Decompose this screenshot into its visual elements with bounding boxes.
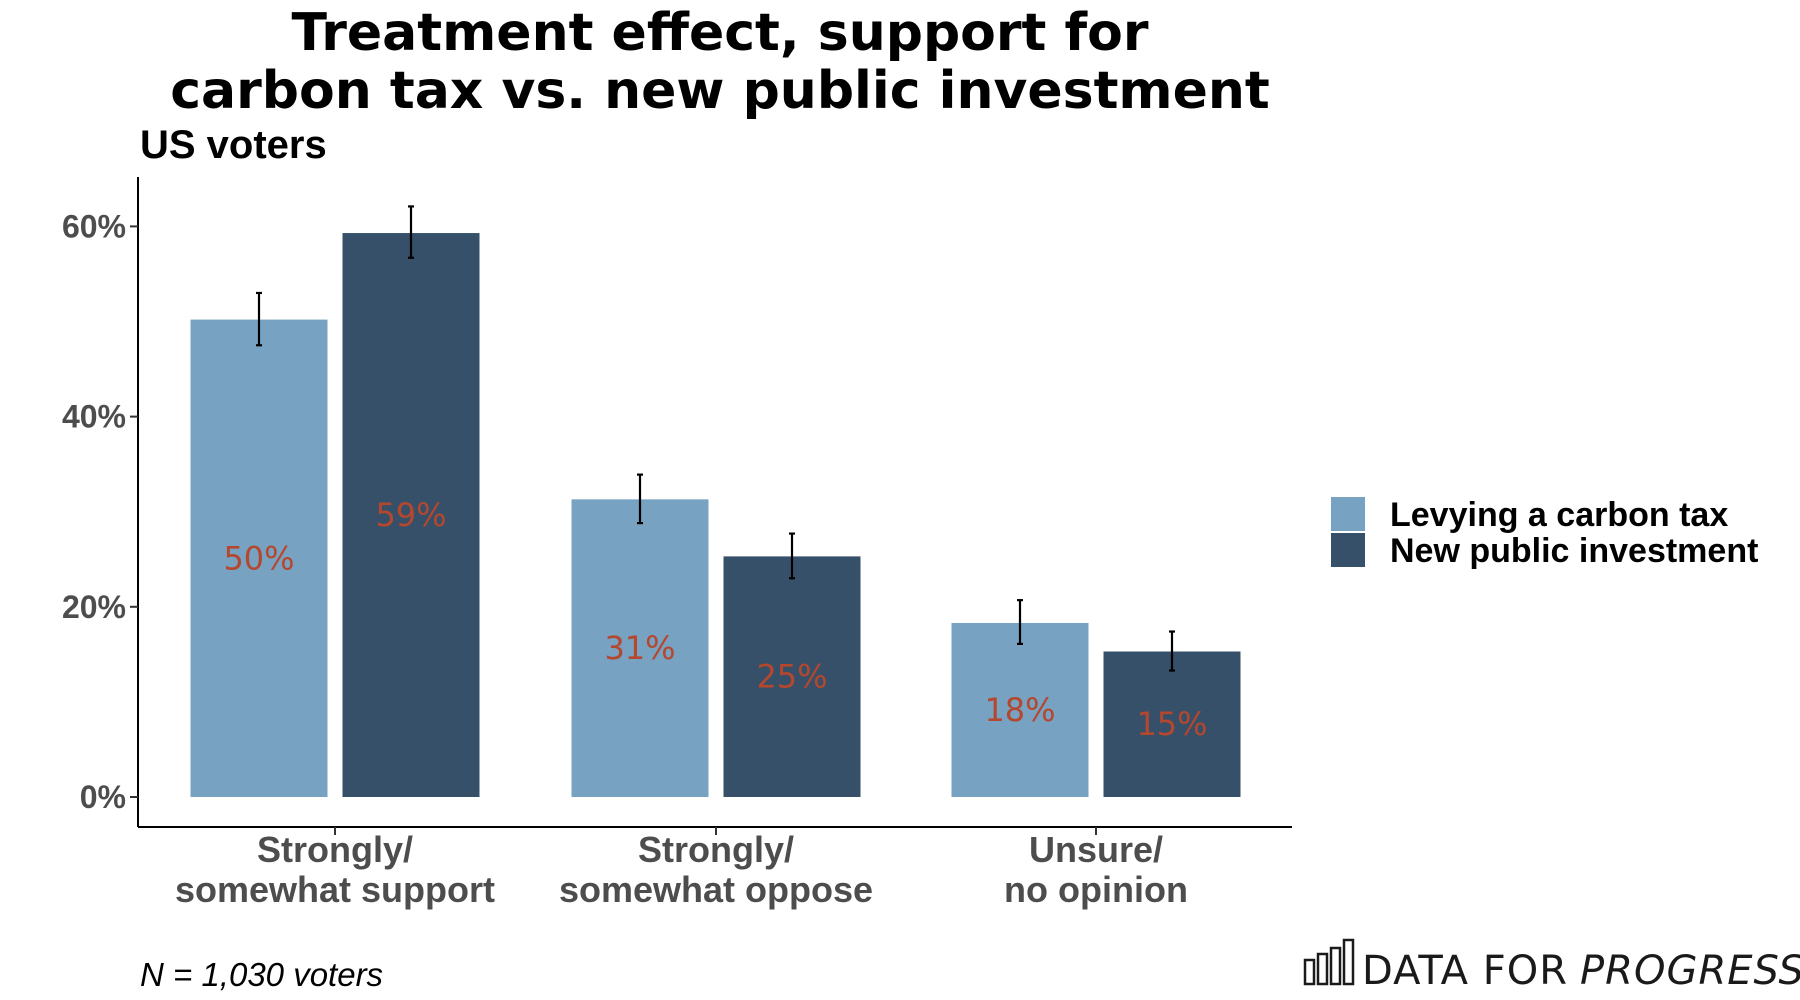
bar-chart-logo-icon xyxy=(1303,938,1355,986)
bar-value-label: 15% xyxy=(1136,705,1207,743)
x-category-label: Unsure/no opinion xyxy=(1004,829,1188,910)
bar-value-label: 31% xyxy=(604,629,675,667)
legend-label-1: New public investment xyxy=(1390,532,1758,570)
error-bar-0-1 xyxy=(637,473,643,525)
error-bar-1-0 xyxy=(408,205,414,259)
chart-title-line-2: carbon tax vs. new public investment xyxy=(170,61,1270,121)
bar-value-label: 59% xyxy=(375,496,446,534)
error-bar-0-2 xyxy=(1017,599,1023,645)
x-category-label: Strongly/somewhat oppose xyxy=(559,829,873,910)
chart-subtitle: US voters xyxy=(140,123,327,167)
error-bar-1-1 xyxy=(789,532,795,580)
bar-value-labels: 50% 31% 18% 59% 25% 15% xyxy=(223,496,1207,743)
bar-value-label: 18% xyxy=(984,691,1055,729)
error-bars xyxy=(256,205,1175,672)
bar-value-label: 50% xyxy=(223,539,294,577)
bars xyxy=(190,233,1241,797)
sample-size-caption: N = 1,030 voters xyxy=(140,956,383,993)
bar-carbon-tax-0 xyxy=(190,319,328,797)
legend-key-0 xyxy=(1331,497,1365,531)
y-tick-label: 40% xyxy=(62,399,126,435)
brand-wordmark-light: DATA FOR xyxy=(1362,948,1568,994)
y-tick-label: 60% xyxy=(62,208,126,244)
y-tick-label: 0% xyxy=(80,779,126,815)
legend-key-1 xyxy=(1331,533,1365,567)
bar-public-investment-1 xyxy=(723,556,861,797)
legend-label-0: Levying a carbon tax xyxy=(1390,496,1728,534)
error-bar-0-0 xyxy=(256,291,262,347)
brand-wordmark: DATA FOR PROGRESS xyxy=(1362,948,1800,994)
y-tick-label: 20% xyxy=(62,589,126,625)
bar-value-label: 25% xyxy=(756,658,827,696)
brand-wordmark-bold: PROGRESS xyxy=(1580,948,1800,994)
chart-title-line-1: Treatment effect, support for xyxy=(292,3,1149,63)
x-category-label: Strongly/somewhat support xyxy=(175,829,495,910)
axes: 0% 20% 40% 60% Strongly/somewhat support Stro… xyxy=(62,177,1292,910)
data-for-progress-logo: DATA FOR PROGRESS xyxy=(1303,938,1800,994)
bar-public-investment-2 xyxy=(1103,651,1241,797)
bar-carbon-tax-1 xyxy=(571,499,709,797)
bar-carbon-tax-2 xyxy=(951,622,1089,797)
error-bar-1-2 xyxy=(1169,630,1175,672)
bar-public-investment-0 xyxy=(342,233,480,797)
